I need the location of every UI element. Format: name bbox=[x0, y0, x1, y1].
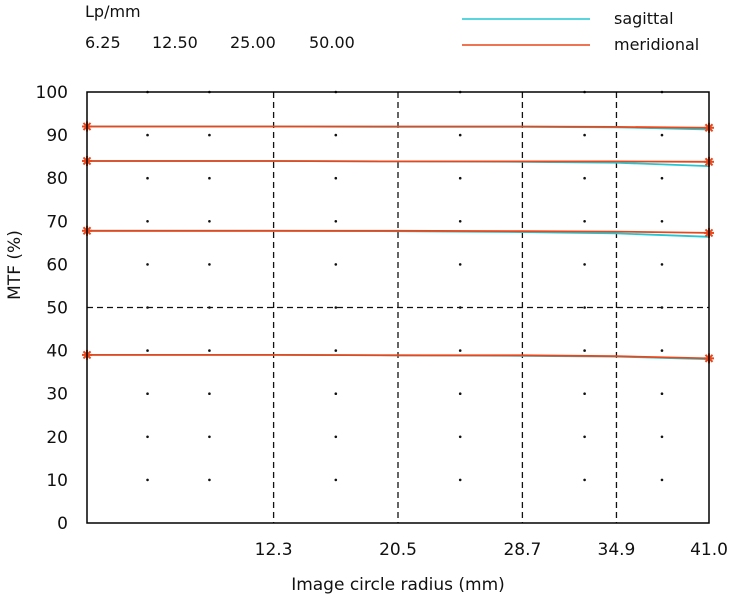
grid-dot bbox=[334, 392, 338, 396]
grid-dot bbox=[583, 478, 586, 482]
y-tick-label: 0 bbox=[57, 514, 68, 534]
grid-dot bbox=[660, 392, 664, 396]
y-tick-label: 80 bbox=[46, 169, 68, 189]
grid-dot bbox=[334, 176, 338, 180]
frequency-label: 12.50 bbox=[152, 33, 198, 52]
y-axis-label: MTF (%) bbox=[5, 230, 25, 300]
x-tick-label: 41.0 bbox=[690, 540, 728, 560]
x-tick-label: 34.9 bbox=[598, 540, 636, 560]
grid-dot bbox=[583, 220, 586, 223]
y-tick-label: 90 bbox=[46, 126, 68, 146]
x-tick-label: 28.7 bbox=[503, 540, 541, 560]
grid-dot bbox=[208, 133, 211, 137]
grid-dot bbox=[146, 478, 149, 482]
grid-dot bbox=[583, 392, 586, 396]
grid-dot bbox=[458, 220, 462, 223]
x-tick-label: 20.5 bbox=[379, 540, 417, 560]
y-tick-label: 50 bbox=[46, 299, 68, 319]
grid-dot bbox=[458, 133, 462, 137]
legend-label: sagittal bbox=[614, 9, 674, 28]
grid-dot bbox=[146, 392, 149, 396]
y-tick-label: 40 bbox=[46, 342, 68, 362]
grid-dot bbox=[146, 263, 149, 266]
grid-dot bbox=[660, 133, 664, 137]
grid-dot bbox=[146, 220, 149, 223]
legend: sagittal meridional bbox=[462, 9, 699, 54]
grid-dot bbox=[660, 435, 664, 439]
grid-dot bbox=[208, 392, 211, 396]
grid-dot bbox=[208, 435, 211, 439]
grid-dot bbox=[146, 349, 149, 352]
grid-dot bbox=[334, 478, 338, 482]
grid-dot bbox=[334, 349, 338, 352]
grid-dot bbox=[458, 435, 462, 439]
grid-dot bbox=[660, 349, 664, 352]
y-tick-label: 100 bbox=[36, 83, 68, 103]
grid-dot bbox=[660, 220, 664, 223]
grid-dot bbox=[208, 220, 211, 223]
grid-dot bbox=[146, 176, 149, 180]
frequency-label: 25.00 bbox=[230, 33, 276, 52]
legend-label: meridional bbox=[614, 35, 699, 54]
grid-dot bbox=[334, 435, 338, 439]
dashed-gridlines bbox=[87, 92, 709, 523]
series-line-meridional-25.00 bbox=[87, 229, 710, 234]
grid-dot bbox=[146, 133, 149, 137]
series-line-meridional-12.50 bbox=[87, 160, 710, 163]
grid-dot bbox=[208, 478, 211, 482]
y-tick-label: 70 bbox=[46, 212, 68, 232]
grid-dot bbox=[583, 263, 586, 266]
grid-dot bbox=[458, 263, 462, 266]
grid-dot bbox=[583, 133, 586, 137]
grid-dot bbox=[660, 478, 664, 482]
grid-dot bbox=[208, 176, 211, 180]
y-tick-labels: 0 10 20 30 40 50 60 70 80 90 100 bbox=[36, 83, 68, 534]
x-axis-label: Image circle radius (mm) bbox=[291, 575, 505, 595]
frequency-labels: 6.25 12.50 25.00 50.00 bbox=[85, 33, 355, 52]
y-tick-label: 10 bbox=[46, 471, 68, 491]
grid-dot bbox=[583, 176, 586, 180]
y-tick-label: 20 bbox=[46, 428, 68, 448]
series-line-meridional-6.25 bbox=[87, 125, 710, 129]
grid-dot bbox=[583, 306, 586, 309]
series-lines bbox=[87, 125, 710, 361]
grid-dot bbox=[660, 176, 664, 180]
grid-dot bbox=[208, 349, 211, 352]
y-tick-label: 60 bbox=[46, 255, 68, 275]
frequency-label: 6.25 bbox=[85, 33, 121, 52]
grid-dot bbox=[458, 349, 462, 352]
x-tick-labels: 12.3 20.5 28.7 34.9 41.0 bbox=[255, 540, 728, 560]
grid-dot bbox=[583, 349, 586, 352]
dot-grid bbox=[146, 90, 664, 482]
grid-dot bbox=[660, 263, 664, 266]
grid-dot bbox=[334, 133, 338, 137]
series-line-meridional-50.00 bbox=[87, 353, 710, 360]
grid-dot bbox=[334, 220, 338, 223]
y-tick-label: 30 bbox=[46, 385, 68, 405]
grid-dot bbox=[334, 263, 338, 266]
grid-dot bbox=[458, 392, 462, 396]
grid-dot bbox=[146, 435, 149, 439]
grid-dot bbox=[583, 435, 586, 439]
grid-dot bbox=[458, 478, 462, 482]
x-tick-label: 12.3 bbox=[255, 540, 293, 560]
grid-dot bbox=[334, 306, 338, 309]
plot-frame bbox=[86, 91, 710, 524]
frequency-unit-label: Lp/mm bbox=[85, 2, 141, 21]
grid-dot bbox=[208, 263, 211, 266]
frequency-label: 50.00 bbox=[309, 33, 355, 52]
grid-dot bbox=[458, 176, 462, 180]
